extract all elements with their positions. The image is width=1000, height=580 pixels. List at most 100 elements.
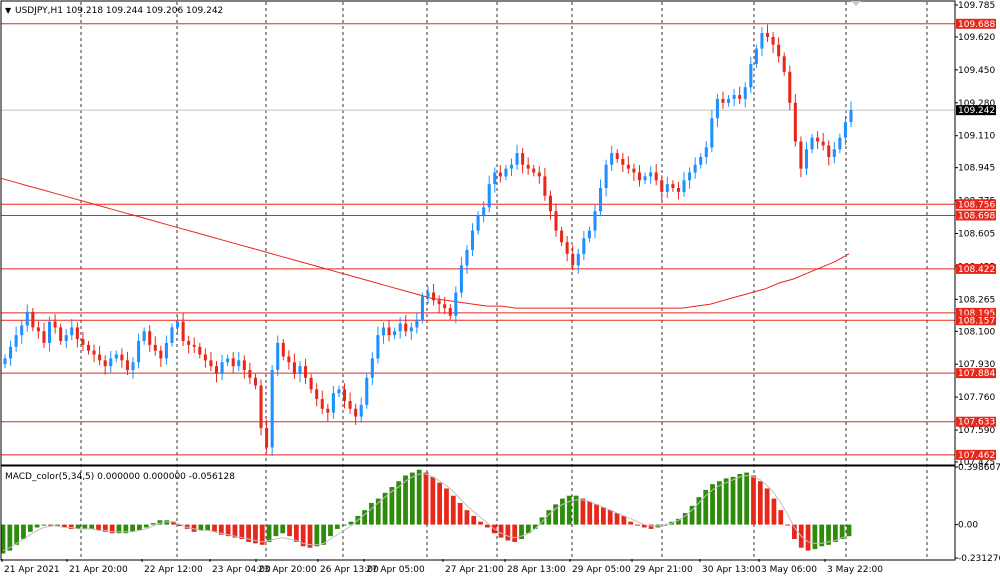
candle-body xyxy=(437,300,441,305)
candle-body xyxy=(632,168,636,173)
candle-body xyxy=(237,360,241,367)
candle-body xyxy=(504,168,508,177)
macd-bar xyxy=(525,524,531,534)
macd-bar xyxy=(314,524,320,547)
macd-bar xyxy=(177,524,183,527)
macd-bar xyxy=(239,524,245,540)
x-tick-label: 29 Apr 21:00 xyxy=(634,565,693,575)
candle-body xyxy=(849,110,853,123)
candle-body xyxy=(9,346,13,359)
macd-bar xyxy=(580,498,586,525)
macd-y-tick-label: 0.398607 xyxy=(958,463,1000,473)
macd-bar xyxy=(68,524,74,529)
x-tick-label: 23 Apr 04:00 xyxy=(212,565,271,575)
macd-bar xyxy=(232,524,238,538)
candle-body xyxy=(114,354,118,359)
level-tag-label: 108.698 xyxy=(958,211,995,221)
y-tick-label: 108.100 xyxy=(958,327,995,337)
candle-body xyxy=(482,207,486,216)
candle-body xyxy=(220,362,224,374)
macd-bar xyxy=(444,488,449,525)
candle-body xyxy=(543,176,547,196)
candle-body xyxy=(337,389,341,394)
macd-bar xyxy=(307,524,313,548)
macd-bar xyxy=(218,524,224,535)
macd-bar xyxy=(48,524,54,527)
shift-marker-icon[interactable] xyxy=(851,1,861,6)
symbol-header: USDJPY,H1 109.218 109.244 109.206 109.24… xyxy=(15,6,223,16)
candle-body xyxy=(676,187,680,192)
macd-bar xyxy=(157,520,163,525)
macd-bar xyxy=(512,524,518,542)
macd-bar xyxy=(293,524,299,542)
level-tag-label: 108.756 xyxy=(958,200,995,210)
collapse-arrow-icon[interactable]: ▼ xyxy=(5,6,12,15)
candle-body xyxy=(187,340,191,345)
macd-bar xyxy=(757,481,763,525)
macd-bar xyxy=(621,515,627,525)
candle-body xyxy=(242,360,246,371)
macd-bar xyxy=(641,524,647,528)
x-tick-label: 28 Apr 13:00 xyxy=(507,565,566,575)
y-tick-label: 107.590 xyxy=(958,426,995,436)
macd-bar xyxy=(27,524,33,532)
candle-body xyxy=(393,331,397,336)
x-tick-label: 30 Apr 13:00 xyxy=(702,565,761,575)
candle-body xyxy=(309,377,313,390)
x-tick-label: 3 May 22:00 xyxy=(827,565,883,575)
candle-body xyxy=(821,141,825,146)
candle-body xyxy=(599,187,603,212)
candle-body xyxy=(799,141,803,169)
candle-body xyxy=(665,184,669,192)
macd-signal-line xyxy=(2,473,850,552)
candle-body xyxy=(610,153,614,165)
candle-body xyxy=(582,238,586,254)
candle-body xyxy=(699,157,703,165)
macd-y-tick-label: -0.231276 xyxy=(958,554,1000,564)
macd-bar xyxy=(600,507,606,525)
candle-body xyxy=(298,366,302,374)
candle-body xyxy=(203,354,207,361)
macd-bar xyxy=(273,524,279,537)
macd-bar xyxy=(396,481,402,525)
macd-bar xyxy=(635,524,640,526)
macd-bar xyxy=(21,524,26,540)
candle-body xyxy=(376,335,380,359)
candle-body xyxy=(704,147,708,158)
candle-body xyxy=(137,340,141,363)
level-tag-label: 107.884 xyxy=(958,369,995,379)
candle-body xyxy=(31,311,35,328)
macd-bar xyxy=(14,524,20,545)
y-tick-label: 109.110 xyxy=(958,132,995,142)
macd-bar xyxy=(839,524,845,540)
macd-bar xyxy=(737,474,743,525)
current-price-tag xyxy=(956,105,996,116)
candle-body xyxy=(626,164,630,169)
header-layer: ▼ USDJPY,H1 109.218 109.244 109.206 109.… xyxy=(5,6,235,482)
macd-bar xyxy=(321,524,327,545)
candle-body xyxy=(265,428,269,448)
candle-body xyxy=(587,230,591,239)
macd-bar xyxy=(696,497,702,525)
macd-bar xyxy=(607,510,613,525)
candle-body xyxy=(131,362,135,371)
macd-bar xyxy=(566,495,572,525)
candle-body xyxy=(682,180,686,192)
macd-bar xyxy=(450,495,456,525)
candle-body xyxy=(621,158,625,165)
candle-body xyxy=(838,137,842,150)
candle-body xyxy=(470,230,475,250)
macd-bar xyxy=(682,513,688,525)
candle-body xyxy=(465,249,469,266)
candle-body xyxy=(420,296,424,320)
macd-y-tick-label: 0.00 xyxy=(958,521,978,531)
candle-body xyxy=(53,321,57,328)
candle-body xyxy=(810,137,814,150)
macd-bar xyxy=(116,524,122,534)
macd-bar xyxy=(150,523,156,525)
macd-bar xyxy=(82,524,88,529)
candle-body xyxy=(660,180,664,192)
candle-body xyxy=(231,358,235,367)
